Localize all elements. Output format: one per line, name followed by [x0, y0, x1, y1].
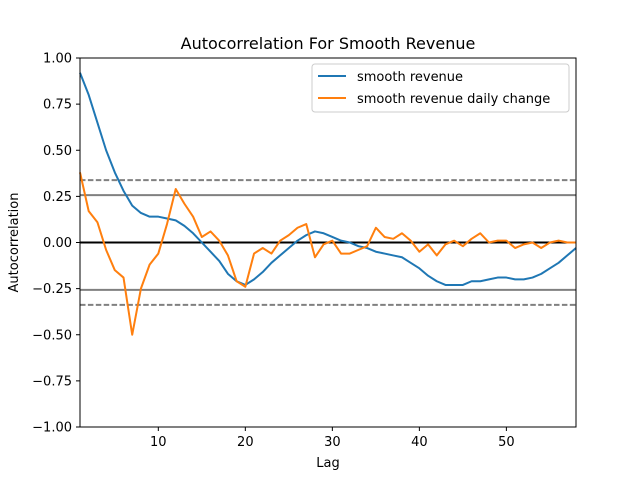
legend-label-smooth-revenue: smooth revenue [357, 70, 463, 85]
x-tick-label: 40 [411, 435, 428, 450]
y-tick-label: −0.75 [32, 374, 72, 389]
y-tick-label: 1.00 [43, 52, 72, 67]
y-tick-label: 0.25 [43, 190, 72, 205]
y-tick-label: −0.50 [32, 328, 72, 343]
x-axis: 10 20 30 40 50 [150, 427, 515, 450]
y-tick-label: −1.00 [32, 421, 72, 436]
y-tick-label: −0.25 [32, 282, 72, 297]
legend: smooth revenue smooth revenue daily chan… [311, 63, 570, 113]
x-tick-label: 10 [150, 435, 167, 450]
legend-frame [311, 63, 570, 113]
x-tick-label: 50 [498, 435, 515, 450]
y-tick-label: 0.00 [43, 236, 72, 251]
daily-change-line [79, 172, 576, 336]
x-tick-label: 30 [324, 435, 341, 450]
series-layer [79, 72, 577, 336]
legend-label-daily-change: smooth revenue daily change [357, 92, 550, 107]
y-tick-label: 0.50 [43, 144, 72, 159]
y-tick-label: 0.75 [43, 98, 72, 113]
y-axis-label: Autocorrelation [7, 193, 22, 293]
x-tick-label: 20 [237, 435, 254, 450]
y-axis: −1.00 −0.75 −0.50 −0.25 0.00 0.25 0.50 0.75 1.00 [32, 52, 80, 436]
smooth-revenue-line [79, 72, 577, 286]
x-axis-label: Lag [316, 456, 339, 471]
chart-title: Autocorrelation For Smooth Revenue [181, 34, 476, 53]
